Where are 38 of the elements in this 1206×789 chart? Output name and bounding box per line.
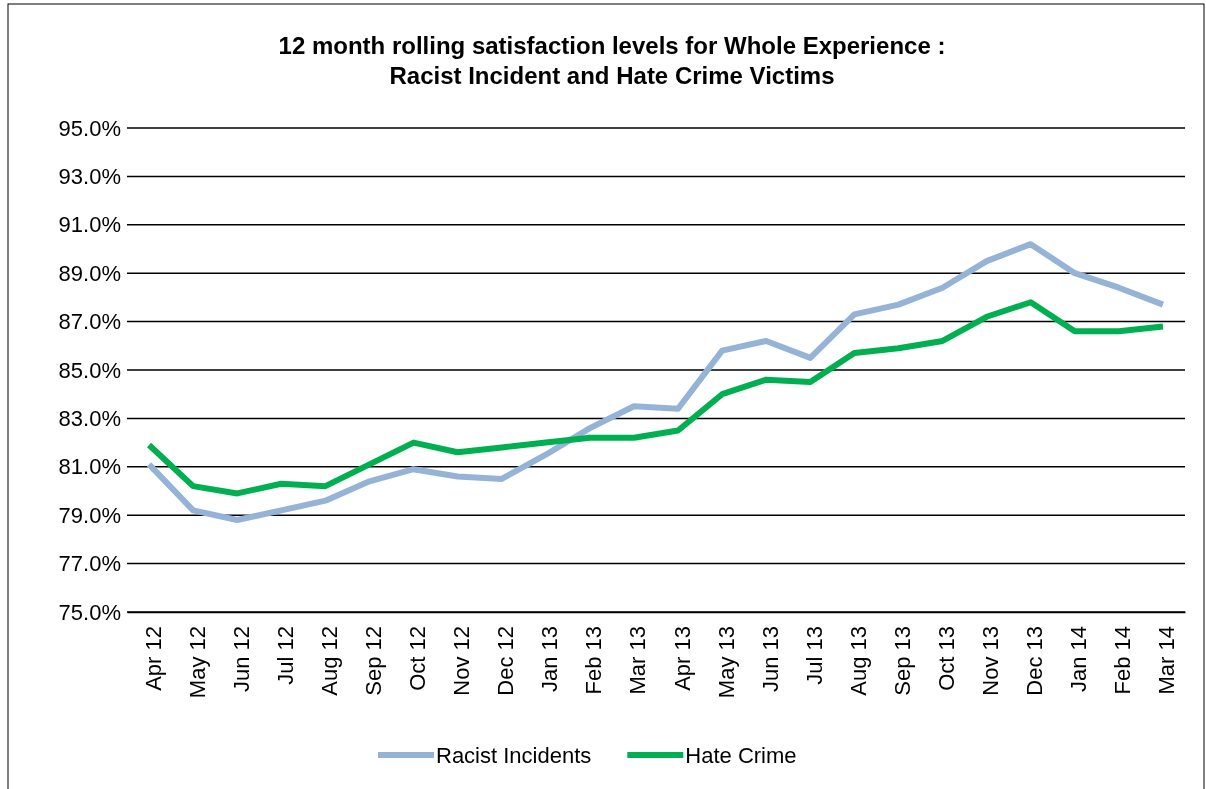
x-tick-label: Jan 14	[1066, 626, 1092, 693]
x-tick-label: May 13	[713, 626, 739, 699]
x-tick-label: Dec 12	[493, 626, 519, 696]
y-tick-label: 85.0%	[58, 357, 121, 383]
x-tick-label: Jul 12	[272, 626, 298, 685]
x-tick-label: Sep 12	[360, 626, 386, 696]
legend-label: Racist Incidents	[436, 743, 592, 768]
x-tick-label: Apr 13	[669, 626, 695, 691]
x-tick-label: Aug 13	[845, 626, 871, 696]
x-tick-label: Jul 13	[801, 626, 827, 685]
x-tick-label: Nov 12	[449, 626, 475, 696]
y-tick-label: 89.0%	[58, 260, 121, 286]
x-tick-label: Oct 12	[405, 626, 431, 691]
x-tick-label: Apr 12	[140, 626, 166, 691]
chart-title: 12 month rolling satisfaction levels for Whole Experience : Racist Incident and Hate Crime Victims	[278, 32, 946, 89]
x-tick-label: Oct 13	[934, 626, 960, 691]
y-tick-label: 77.0%	[58, 551, 121, 577]
x-tick-label: Mar 13	[625, 626, 651, 695]
x-tick-label: Nov 13	[978, 626, 1004, 696]
y-tick-label: 83.0%	[58, 405, 121, 431]
y-tick-label: 93.0%	[58, 163, 121, 189]
x-tick-label: Jan 13	[537, 626, 563, 693]
x-tick-label: Mar 14	[1154, 626, 1180, 695]
y-tick-label: 95.0%	[58, 115, 121, 141]
x-tick-label: Jun 12	[228, 626, 254, 693]
x-tick-label: Dec 13	[1022, 626, 1048, 696]
y-tick-label: 79.0%	[58, 502, 121, 528]
y-tick-label: 81.0%	[58, 454, 121, 480]
y-tick-label: 75.0%	[58, 599, 121, 625]
x-tick-label: Feb 14	[1110, 626, 1136, 695]
legend-label: Hate Crime	[685, 743, 797, 768]
y-tick-label: 87.0%	[58, 309, 121, 335]
x-tick-label: May 12	[184, 626, 210, 699]
x-tick-label: Jun 13	[757, 626, 783, 693]
y-tick-label: 91.0%	[58, 212, 121, 238]
x-tick-label: Sep 13	[889, 626, 915, 696]
x-tick-label: Aug 12	[316, 626, 342, 696]
x-tick-label: Feb 13	[581, 626, 607, 695]
